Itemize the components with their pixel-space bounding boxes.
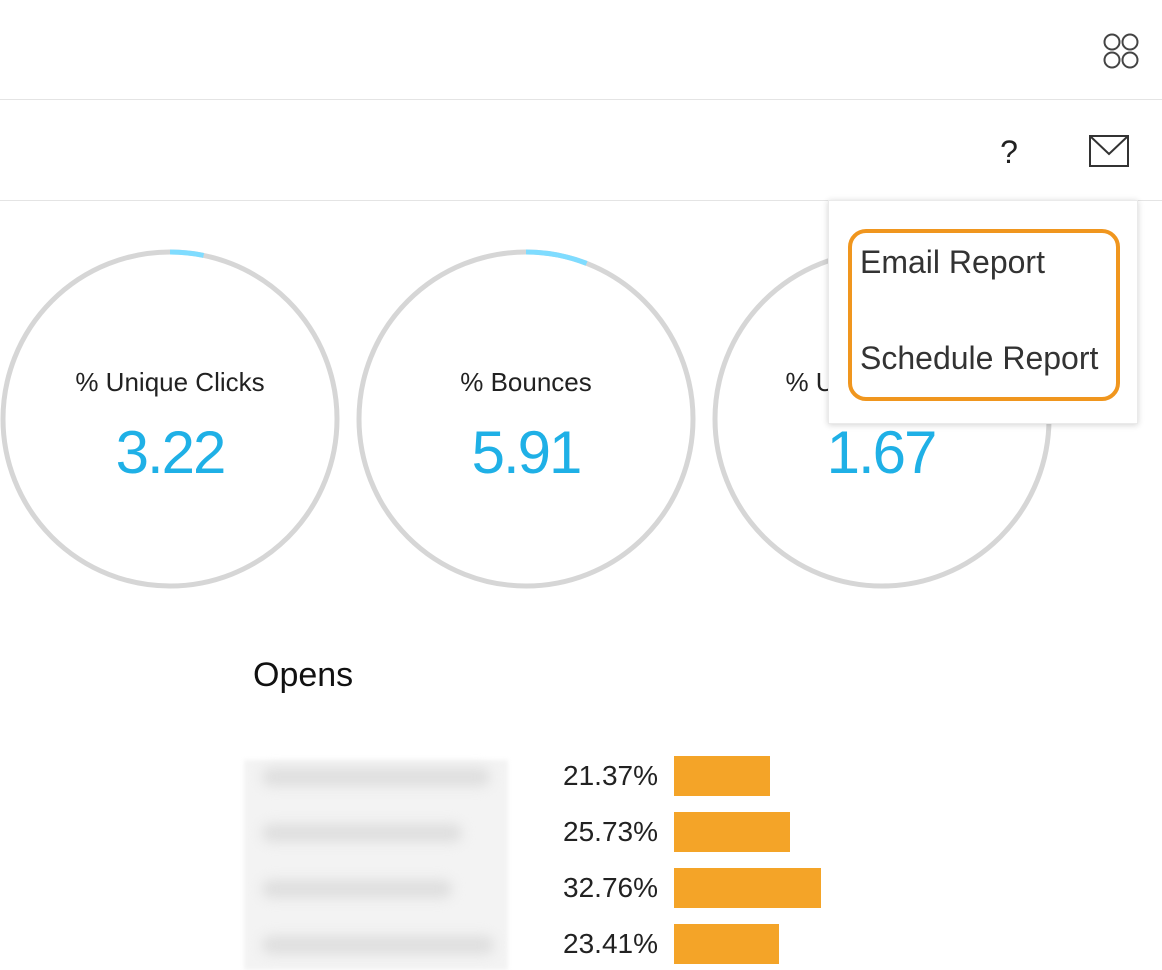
opens-percent-label: 25.73% (563, 816, 658, 847)
apps-grid-icon[interactable] (1102, 32, 1140, 70)
stat-value-third: 1.67 (826, 419, 938, 486)
opens-bar (674, 924, 779, 964)
envelope-icon[interactable] (1088, 132, 1130, 170)
opens-bar (674, 756, 770, 796)
opens-bar (674, 868, 821, 908)
stat-label-third: % U (785, 367, 835, 397)
redacted-label (262, 824, 462, 842)
report-dropdown-menu (828, 200, 1138, 424)
stat-progress-arc-unique-clicks (169, 249, 205, 258)
redacted-label (262, 880, 452, 898)
stat-value-bounces: 5.91 (471, 419, 583, 486)
report-toolbar (0, 100, 1162, 201)
stat-value-unique-clicks: 3.22 (115, 419, 227, 486)
opens-section-title: Opens (253, 656, 354, 694)
top-bar (0, 0, 1162, 100)
redacted-label (262, 768, 490, 786)
opens-bar (674, 812, 790, 852)
email-report-menu-item[interactable]: Email Report (860, 244, 1045, 280)
schedule-report-menu-item[interactable]: Schedule Report (860, 340, 1099, 376)
help-icon[interactable]: ? (1000, 134, 1018, 170)
stat-label-unique-clicks: % Unique Clicks (75, 367, 265, 397)
stat-progress-arc-bounces (525, 249, 588, 266)
redacted-label (262, 936, 494, 954)
redacted-labels (244, 760, 508, 970)
stat-label-bounces: % Bounces (460, 367, 592, 397)
opens-percent-label: 23.41% (563, 928, 658, 959)
opens-percent-label: 32.76% (563, 872, 658, 903)
opens-percent-label: 21.37% (563, 760, 658, 791)
